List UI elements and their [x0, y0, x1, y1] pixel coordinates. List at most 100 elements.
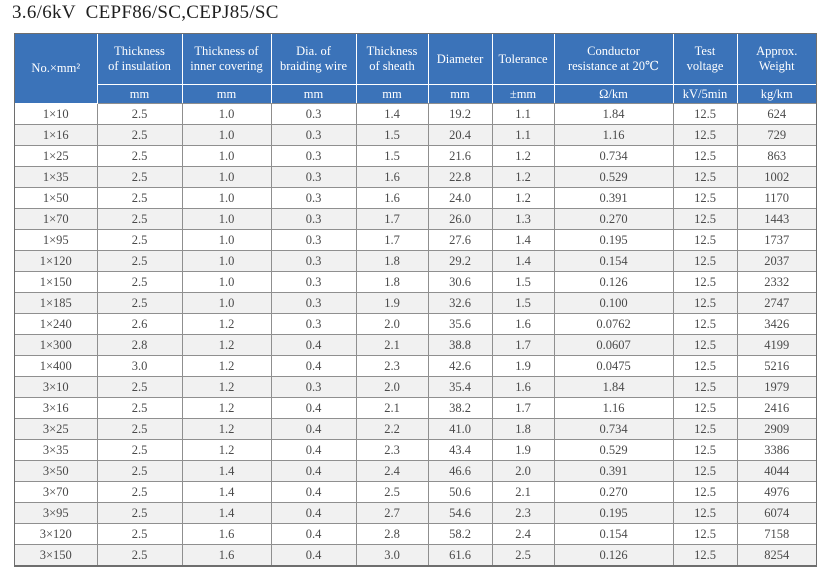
table-cell: 1.9 [492, 355, 555, 377]
table-cell: 0.4 [271, 544, 357, 565]
table-cell: 1.2 [182, 313, 272, 335]
table-cell: 1.9 [356, 292, 429, 314]
table-cell: 2.0 [492, 460, 555, 482]
row-label: 1×70 [15, 208, 98, 230]
column-label: Approx. [756, 44, 798, 58]
column-unit: mm [97, 84, 183, 104]
table-cell: 1.0 [182, 250, 272, 272]
table-cell: 0.195 [554, 502, 674, 524]
row-label: 1×16 [15, 124, 98, 146]
table-cell: 1.0 [182, 103, 272, 125]
table-cell: 2.5 [97, 397, 183, 419]
column-label: voltage [686, 59, 724, 73]
table-cell: 1.4 [356, 103, 429, 125]
table-cell: 12.5 [673, 334, 738, 356]
table-row: 3×35 2.5 1.2 0.4 2.3 43.4 1.9 0.529 12.5 3386 [15, 439, 816, 461]
column-label: Thickness [114, 44, 165, 58]
table-cell: 12.5 [673, 208, 738, 230]
table-cell: 0.529 [554, 439, 674, 461]
table-cell: 2.2 [356, 418, 429, 440]
table-cell: 2.5 [97, 460, 183, 482]
table-cell: 46.6 [428, 460, 493, 482]
table-cell: 12.5 [673, 460, 738, 482]
table-cell: 1002 [737, 166, 816, 188]
table-cell: 8254 [737, 544, 816, 565]
table-cell: 42.6 [428, 355, 493, 377]
table-cell: 0.4 [271, 502, 357, 524]
table-cell: 12.5 [673, 229, 738, 251]
table-cell: 0.3 [271, 187, 357, 209]
table-cell: 1.8 [356, 271, 429, 293]
table-cell: 24.0 [428, 187, 493, 209]
table-cell: 12.5 [673, 103, 738, 125]
table-cell: 0.3 [271, 250, 357, 272]
table-cell: 21.6 [428, 145, 493, 167]
table-cell: 0.4 [271, 418, 357, 440]
column-unit: mm [271, 84, 357, 104]
row-label: 1×120 [15, 250, 98, 272]
table-cell: 0.4 [271, 439, 357, 461]
table-cell: 0.126 [554, 271, 674, 293]
table-cell: 0.154 [554, 250, 674, 272]
table-cell: 1.8 [356, 250, 429, 272]
table-cell: 2.8 [97, 334, 183, 356]
table-row: 1×150 2.5 1.0 0.3 1.8 30.6 1.5 0.126 12.5 2332 [15, 271, 816, 293]
row-label: 3×35 [15, 439, 98, 461]
row-label: 1×240 [15, 313, 98, 335]
table-cell: 2.4 [492, 523, 555, 545]
table-cell: 2.5 [97, 166, 183, 188]
table-row: 1×300 2.8 1.2 0.4 2.1 38.8 1.7 0.0607 12.5 4199 [15, 334, 816, 356]
table-cell: 0.4 [271, 460, 357, 482]
table-cell: 2.3 [356, 439, 429, 461]
table-cell: 1.6 [492, 376, 555, 398]
table-cell: 2747 [737, 292, 816, 314]
table-cell: 0.3 [271, 166, 357, 188]
table-cell: 1.0 [182, 271, 272, 293]
table-cell: 0.3 [271, 292, 357, 314]
row-label: 3×120 [15, 523, 98, 545]
table-cell: 0.3 [271, 208, 357, 230]
table-cell: 1.4 [182, 460, 272, 482]
table-cell: 1.1 [492, 124, 555, 146]
table-cell: 0.3 [271, 313, 357, 335]
table-row: 3×25 2.5 1.2 0.4 2.2 41.0 1.8 0.734 12.5 2909 [15, 418, 816, 440]
table-cell: 20.4 [428, 124, 493, 146]
row-label: 3×16 [15, 397, 98, 419]
table-cell: 2909 [737, 418, 816, 440]
table-row: 1×240 2.6 1.2 0.3 2.0 35.6 1.6 0.0762 12.5 3426 [15, 313, 816, 335]
column-label: resistance at 20℃ [567, 59, 660, 73]
table-cell: 2.1 [356, 334, 429, 356]
table-cell: 2.5 [97, 418, 183, 440]
table-cell: 1.6 [356, 187, 429, 209]
column-unit: kV/5min [673, 84, 738, 104]
table-cell: 12.5 [673, 145, 738, 167]
table-cell: 3.0 [97, 355, 183, 377]
row-label: 1×95 [15, 229, 98, 251]
table-cell: 1.6 [356, 166, 429, 188]
table-cell: 0.3 [271, 124, 357, 146]
table-cell: 35.6 [428, 313, 493, 335]
table-cell: 1.7 [356, 229, 429, 251]
table-row: 3×10 2.5 1.2 0.3 2.0 35.4 1.6 1.84 12.5 1979 [15, 376, 816, 398]
row-label: 1×150 [15, 271, 98, 293]
table-cell: 2.1 [492, 481, 555, 503]
column-unit: kg/km [737, 84, 816, 104]
table-cell: 0.529 [554, 166, 674, 188]
row-label: 3×70 [15, 481, 98, 503]
table-cell: 0.3 [271, 229, 357, 251]
table-cell: 2416 [737, 397, 816, 419]
table-cell: 0.0762 [554, 313, 674, 335]
row-label: 3×50 [15, 460, 98, 482]
column-header: No.×mm² [15, 34, 98, 104]
table-cell: 19.2 [428, 103, 493, 125]
row-label: 3×10 [15, 376, 98, 398]
column-label: Dia. of [296, 44, 331, 58]
column-unit: mm [182, 84, 272, 104]
table-cell: 4044 [737, 460, 816, 482]
column-header: Tolerance [492, 34, 555, 85]
table-cell: 2.5 [97, 187, 183, 209]
row-label: 1×25 [15, 145, 98, 167]
table-cell: 1.0 [182, 145, 272, 167]
row-label: 1×300 [15, 334, 98, 356]
table-cell: 12.5 [673, 439, 738, 461]
